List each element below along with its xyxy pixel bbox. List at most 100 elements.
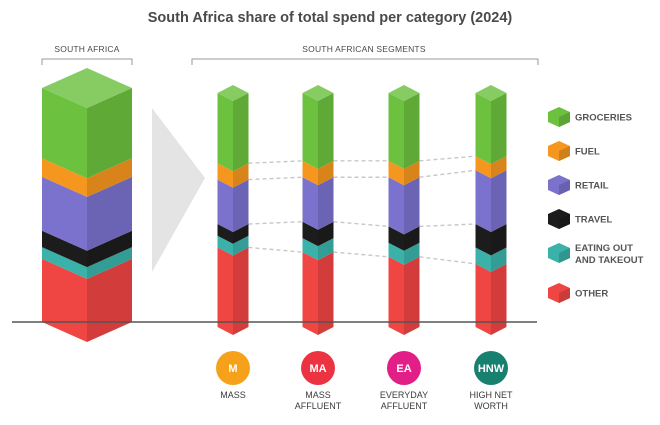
legend-item-fuel: FUEL <box>548 141 600 161</box>
bar-ma-fuel-left-face <box>302 160 318 186</box>
bar-hnw-groceries-right-face <box>491 93 507 165</box>
bar-ma-retail-left-face <box>302 177 318 230</box>
legend-swatch-shade-fuel <box>559 146 570 161</box>
legend-label-other: OTHER <box>575 289 608 300</box>
bar-m-eating-out-and-takeout-right-face <box>233 235 249 256</box>
bar-hnw-eating-out-and-takeout-left-face <box>475 247 491 272</box>
bar-ea-retail-left-face <box>388 177 404 235</box>
bar-sa-retail-left-face <box>42 176 87 251</box>
bar-m-other-right-face <box>233 247 249 335</box>
segment-name-high-net-worth: HIGH NET WORTH <box>469 390 513 411</box>
bar-m-fuel-left-face <box>217 163 233 188</box>
legend-label-retail: RETAIL <box>575 181 609 192</box>
bar-m-travel-right-face <box>233 224 249 244</box>
bar-m-travel-left-face <box>217 224 233 244</box>
legend-item-eating-out-and-takeout: EATING OUT AND TAKEOUT <box>548 243 644 266</box>
stacked-bars <box>42 68 507 342</box>
segment-name-everyday-affluent: EVERYDAY AFFLUENT <box>380 390 428 411</box>
legend-item-retail: RETAIL <box>548 175 609 195</box>
bar-ea-travel-left-face <box>388 226 404 251</box>
bar-ma-eating-out-and-takeout-right-face <box>318 238 334 261</box>
segment-mass-affluent: MA MASS AFFLUENT <box>295 351 342 411</box>
bar-m-retail-left-face <box>217 179 233 233</box>
segment-badge-label-hnw: HNW <box>478 363 505 375</box>
segments-bracket <box>191 58 539 65</box>
bar-ea-eating-out-and-takeout-right-face <box>404 242 420 265</box>
bar-ma-top-cap <box>302 85 334 101</box>
segment-badges: M MASS MA MASS AFFLUENT EA EVERYDAY AFFLUENT HNW… <box>216 351 513 411</box>
bar-ea-other-left-face <box>388 256 404 335</box>
segment-badge-ma <box>301 351 335 385</box>
bar-sa-groceries-right-face <box>87 88 132 179</box>
bar-hnw-fuel-right-face <box>491 156 507 179</box>
bar-ma <box>302 85 334 335</box>
bar-m-top-cap <box>217 85 249 101</box>
segment-mass: M MASS <box>216 351 250 400</box>
legend-label-groceries: GROCERIES <box>575 113 632 124</box>
segment-name-mass-affluent: MASS AFFLUENT <box>295 390 342 411</box>
bar-ma-groceries-left-face <box>302 93 318 169</box>
bar-ma-other-right-face <box>318 252 334 335</box>
bar-hnw-travel-left-face <box>475 224 491 256</box>
bar-ea-fuel-right-face <box>404 160 420 186</box>
bar-ea-groceries-left-face <box>388 93 404 169</box>
bar-m-fuel-right-face <box>233 163 249 188</box>
bar-sa-eating-out-and-takeout-left-face <box>42 247 87 279</box>
bar-ea-other-right-face <box>404 256 420 335</box>
bar-ea-fuel-left-face <box>388 160 404 186</box>
legend-swatch-shade-groceries <box>559 112 570 127</box>
legend: GROCERIES FUEL RETAIL TRAVEL EATING OUT AND T… <box>548 107 644 303</box>
bar-hnw-top-cap <box>475 85 507 101</box>
bar-sa-fuel-right-face <box>87 158 132 197</box>
bar-hnw <box>475 85 507 335</box>
bar-hnw-eating-out-and-takeout-right-face <box>491 247 507 272</box>
connector-ea-hnw-2 <box>419 223 476 228</box>
bar-sa-groceries-left-face <box>42 88 87 179</box>
bar-ea-top-cap <box>388 85 420 101</box>
bar-m-groceries-left-face <box>217 93 233 172</box>
segment-badge-label-m: M <box>228 363 237 375</box>
bar-sa-travel-right-face <box>87 230 132 268</box>
arrow-shape <box>152 108 205 272</box>
south-africa-group-label: SOUTH AFRICA <box>54 44 119 54</box>
bar-hnw-retail-left-face <box>475 170 491 233</box>
bar-ea-travel-right-face <box>404 226 420 251</box>
segment-badge-label-ma: MA <box>309 363 326 375</box>
bar-ma-groceries-right-face <box>318 93 334 169</box>
legend-item-travel: TRAVEL <box>548 209 612 229</box>
legend-label-fuel: FUEL <box>575 147 600 158</box>
legend-item-groceries: GROCERIES <box>548 107 632 127</box>
bar-hnw-fuel-left-face <box>475 156 491 179</box>
segment-badge-hnw <box>474 351 508 385</box>
legend-item-other: OTHER <box>548 283 608 303</box>
connector-ma-ea-2 <box>333 221 389 228</box>
bar-hnw-other-left-face <box>475 263 491 335</box>
chart-title: South Africa share of total spend per ca… <box>148 10 513 26</box>
bar-ma-travel-right-face <box>318 221 334 247</box>
legend-label-travel: TRAVEL <box>575 215 612 226</box>
bar-ea-retail-right-face <box>404 177 420 235</box>
legend-swatch-shade-travel <box>559 214 570 229</box>
segment-badge-ea <box>387 351 421 385</box>
connector-ea-hnw-3 <box>419 169 476 178</box>
legend-swatch-shade-other <box>559 288 570 303</box>
segments-group-label: SOUTH AFRICAN SEGMENTS <box>302 44 426 54</box>
connector-m-ma-4 <box>248 160 303 164</box>
bar-sa-top-cap <box>42 68 132 108</box>
connector-ea-hnw-4 <box>419 155 476 162</box>
connector-ma-ea-0 <box>333 251 389 258</box>
connector-m-ma-0 <box>248 246 303 253</box>
segment-high-net-worth: HNW HIGH NET WORTH <box>469 351 513 411</box>
bar-ma-travel-left-face <box>302 221 318 247</box>
bar-m-groceries-right-face <box>233 93 249 172</box>
bar-sa-fuel-left-face <box>42 158 87 197</box>
bar-sa-retail-right-face <box>87 176 132 251</box>
segment-badge-m <box>216 351 250 385</box>
bar-m <box>217 85 249 335</box>
legend-label-eating-out-and-takeout: EATING OUT AND TAKEOUT <box>575 243 644 266</box>
bar-ea-groceries-right-face <box>404 93 420 169</box>
legend-swatch-shade-eating-out-and-takeout <box>559 248 570 263</box>
bar-ma-eating-out-and-takeout-left-face <box>302 238 318 261</box>
legend-swatch-shade-retail <box>559 180 570 195</box>
segment-badge-label-ea: EA <box>396 363 411 375</box>
